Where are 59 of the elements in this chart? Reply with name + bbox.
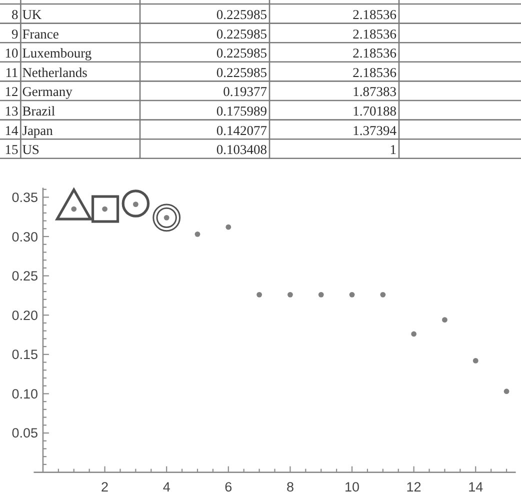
y2-tick-label: Netherlands (22, 64, 88, 80)
y2-tick-label: Brazil (22, 104, 56, 118)
point (442, 317, 448, 323)
point (504, 388, 510, 394)
data-label: 2.18536 (352, 64, 397, 80)
point (318, 292, 324, 298)
y-tick-label: 11 (5, 64, 18, 80)
y2-tick-label: Japan (22, 122, 54, 138)
y-tick-label: 12 (4, 84, 18, 100)
point (411, 331, 417, 337)
y2-tick-label: UK (22, 7, 42, 22)
data-label: 0.225985 (216, 64, 268, 80)
point (349, 292, 355, 298)
y-tick-label: 0.10 (12, 386, 38, 402)
x-tick-label: 12 (406, 479, 422, 494)
data-label: 2.18536 (352, 7, 397, 22)
y-tick-label: 15 (4, 142, 18, 158)
point (472, 358, 478, 364)
point (132, 202, 138, 208)
point (288, 292, 293, 298)
y-tick-label: 0.25 (12, 268, 38, 284)
y2-tick-label: France (22, 26, 59, 42)
y-tick-label: 10 (4, 46, 18, 61)
y-tick-label: 8 (11, 7, 18, 22)
y-tick-label: 0.15 (12, 347, 38, 362)
y-tick-label: 13 (4, 104, 18, 118)
y-tick-label: 0.05 (12, 426, 38, 441)
data-label: 0.19377 (223, 84, 268, 100)
x-tick-label: 6 (224, 479, 232, 494)
data-label: 1.37394 (352, 122, 397, 138)
y2-tick-label: Luxembourg (22, 46, 92, 61)
y2-tick-label: US (22, 142, 40, 158)
data-label: 2.18536 (352, 46, 397, 61)
data-label: 1.87383 (352, 84, 397, 100)
x-tick-label: 14 (468, 479, 484, 494)
y-tick-label: 0.30 (12, 229, 38, 244)
data-label: 1 (390, 142, 396, 158)
point (194, 231, 200, 237)
x-tick-label: 4 (162, 479, 171, 494)
y-tick-label: 14 (4, 122, 18, 138)
x-tick-label: 2 (101, 479, 109, 494)
data-label: 0.225985 (216, 26, 268, 42)
point (226, 224, 232, 230)
data-label: 0.225985 (216, 7, 268, 22)
data-label: 0.142077 (216, 122, 268, 138)
data-label: 0.225985 (216, 46, 268, 61)
y2-tick-label: Germany (22, 84, 73, 100)
x-tick-label: 8 (286, 479, 294, 494)
y-tick-label: 0.35 (12, 190, 38, 205)
y-tick-label: 9 (11, 26, 18, 42)
x-tick-label: 10 (344, 479, 360, 494)
point (380, 292, 386, 298)
point (71, 206, 77, 212)
data-label: 1.70188 (352, 104, 397, 118)
point (256, 292, 262, 298)
data-label: 0.103408 (216, 142, 268, 158)
data-label: 0.175989 (216, 104, 268, 118)
data-label: 2.18536 (352, 26, 397, 42)
y-tick-label: 0.20 (12, 308, 38, 323)
